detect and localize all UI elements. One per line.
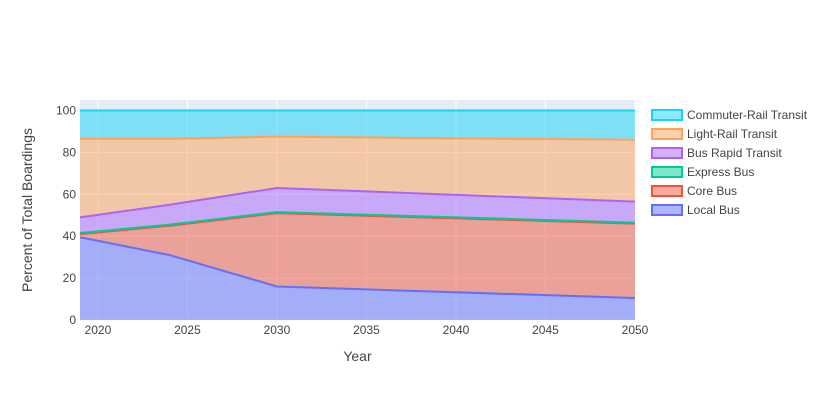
series-areas <box>80 110 635 320</box>
area-commuter-rail-transit <box>80 110 635 140</box>
line-express-bus <box>79 211 636 235</box>
legend-item-core-bus[interactable]: Core Bus <box>651 184 737 198</box>
line-bus-rapid-transit <box>79 186 636 219</box>
x-tick-2040: 2040 <box>443 323 470 337</box>
x-axis-title: Year <box>343 348 372 364</box>
legend-item-commuter-rail-transit[interactable]: Commuter-Rail Transit <box>651 108 808 122</box>
y-tick-60: 60 <box>63 187 77 201</box>
legend-swatch-commuter-rail-transit <box>651 109 683 121</box>
legend-label-core-bus: Core Bus <box>687 184 737 198</box>
legend-item-bus-rapid-transit[interactable]: Bus Rapid Transit <box>651 146 782 160</box>
x-tick-labels: 2020 2025 2030 2035 2040 2045 2050 <box>85 323 649 337</box>
y-axis-title: Percent of Total Boardings <box>19 128 35 292</box>
y-tick-40: 40 <box>63 229 77 243</box>
x-tick-2050: 2050 <box>622 323 649 337</box>
series-lines <box>79 109 636 299</box>
legend-swatch-local-bus <box>651 204 683 216</box>
y-tick-80: 80 <box>63 145 77 159</box>
line-local-bus <box>79 236 636 299</box>
legend-swatch-express-bus <box>651 166 683 178</box>
legend-swatch-bus-rapid-transit <box>651 147 683 159</box>
legend[interactable]: Commuter-Rail Transit Light-Rail Transit B… <box>651 108 808 217</box>
y-tick-100: 100 <box>56 103 76 117</box>
line-light-rail-transit <box>80 135 636 141</box>
x-tick-2020: 2020 <box>85 323 112 337</box>
y-tick-0: 0 <box>69 313 76 327</box>
x-tick-2035: 2035 <box>353 323 380 337</box>
legend-item-express-bus[interactable]: Express Bus <box>651 165 754 179</box>
legend-label-bus-rapid-transit: Bus Rapid Transit <box>687 146 782 160</box>
legend-label-light-rail-transit: Light-Rail Transit <box>687 127 778 141</box>
legend-item-light-rail-transit[interactable]: Light-Rail Transit <box>651 127 778 141</box>
x-tick-2025: 2025 <box>174 323 201 337</box>
line-core-bus <box>79 212 636 236</box>
y-tick-labels: 0 20 40 60 80 100 <box>56 103 76 327</box>
area-light-rail-transit <box>80 136 635 218</box>
area-local-bus <box>80 237 635 320</box>
legend-item-local-bus[interactable]: Local Bus <box>651 203 740 217</box>
y-tick-20: 20 <box>63 271 77 285</box>
legend-swatch-core-bus <box>651 185 683 197</box>
legend-label-local-bus: Local Bus <box>687 203 740 217</box>
x-tick-2030: 2030 <box>264 323 291 337</box>
legend-swatch-light-rail-transit <box>651 128 683 140</box>
legend-label-express-bus: Express Bus <box>687 165 754 179</box>
x-tick-2045: 2045 <box>532 323 559 337</box>
legend-label-commuter-rail-transit: Commuter-Rail Transit <box>687 108 808 122</box>
area-core-bus <box>80 213 635 298</box>
area-bus-rapid-transit <box>80 188 635 234</box>
